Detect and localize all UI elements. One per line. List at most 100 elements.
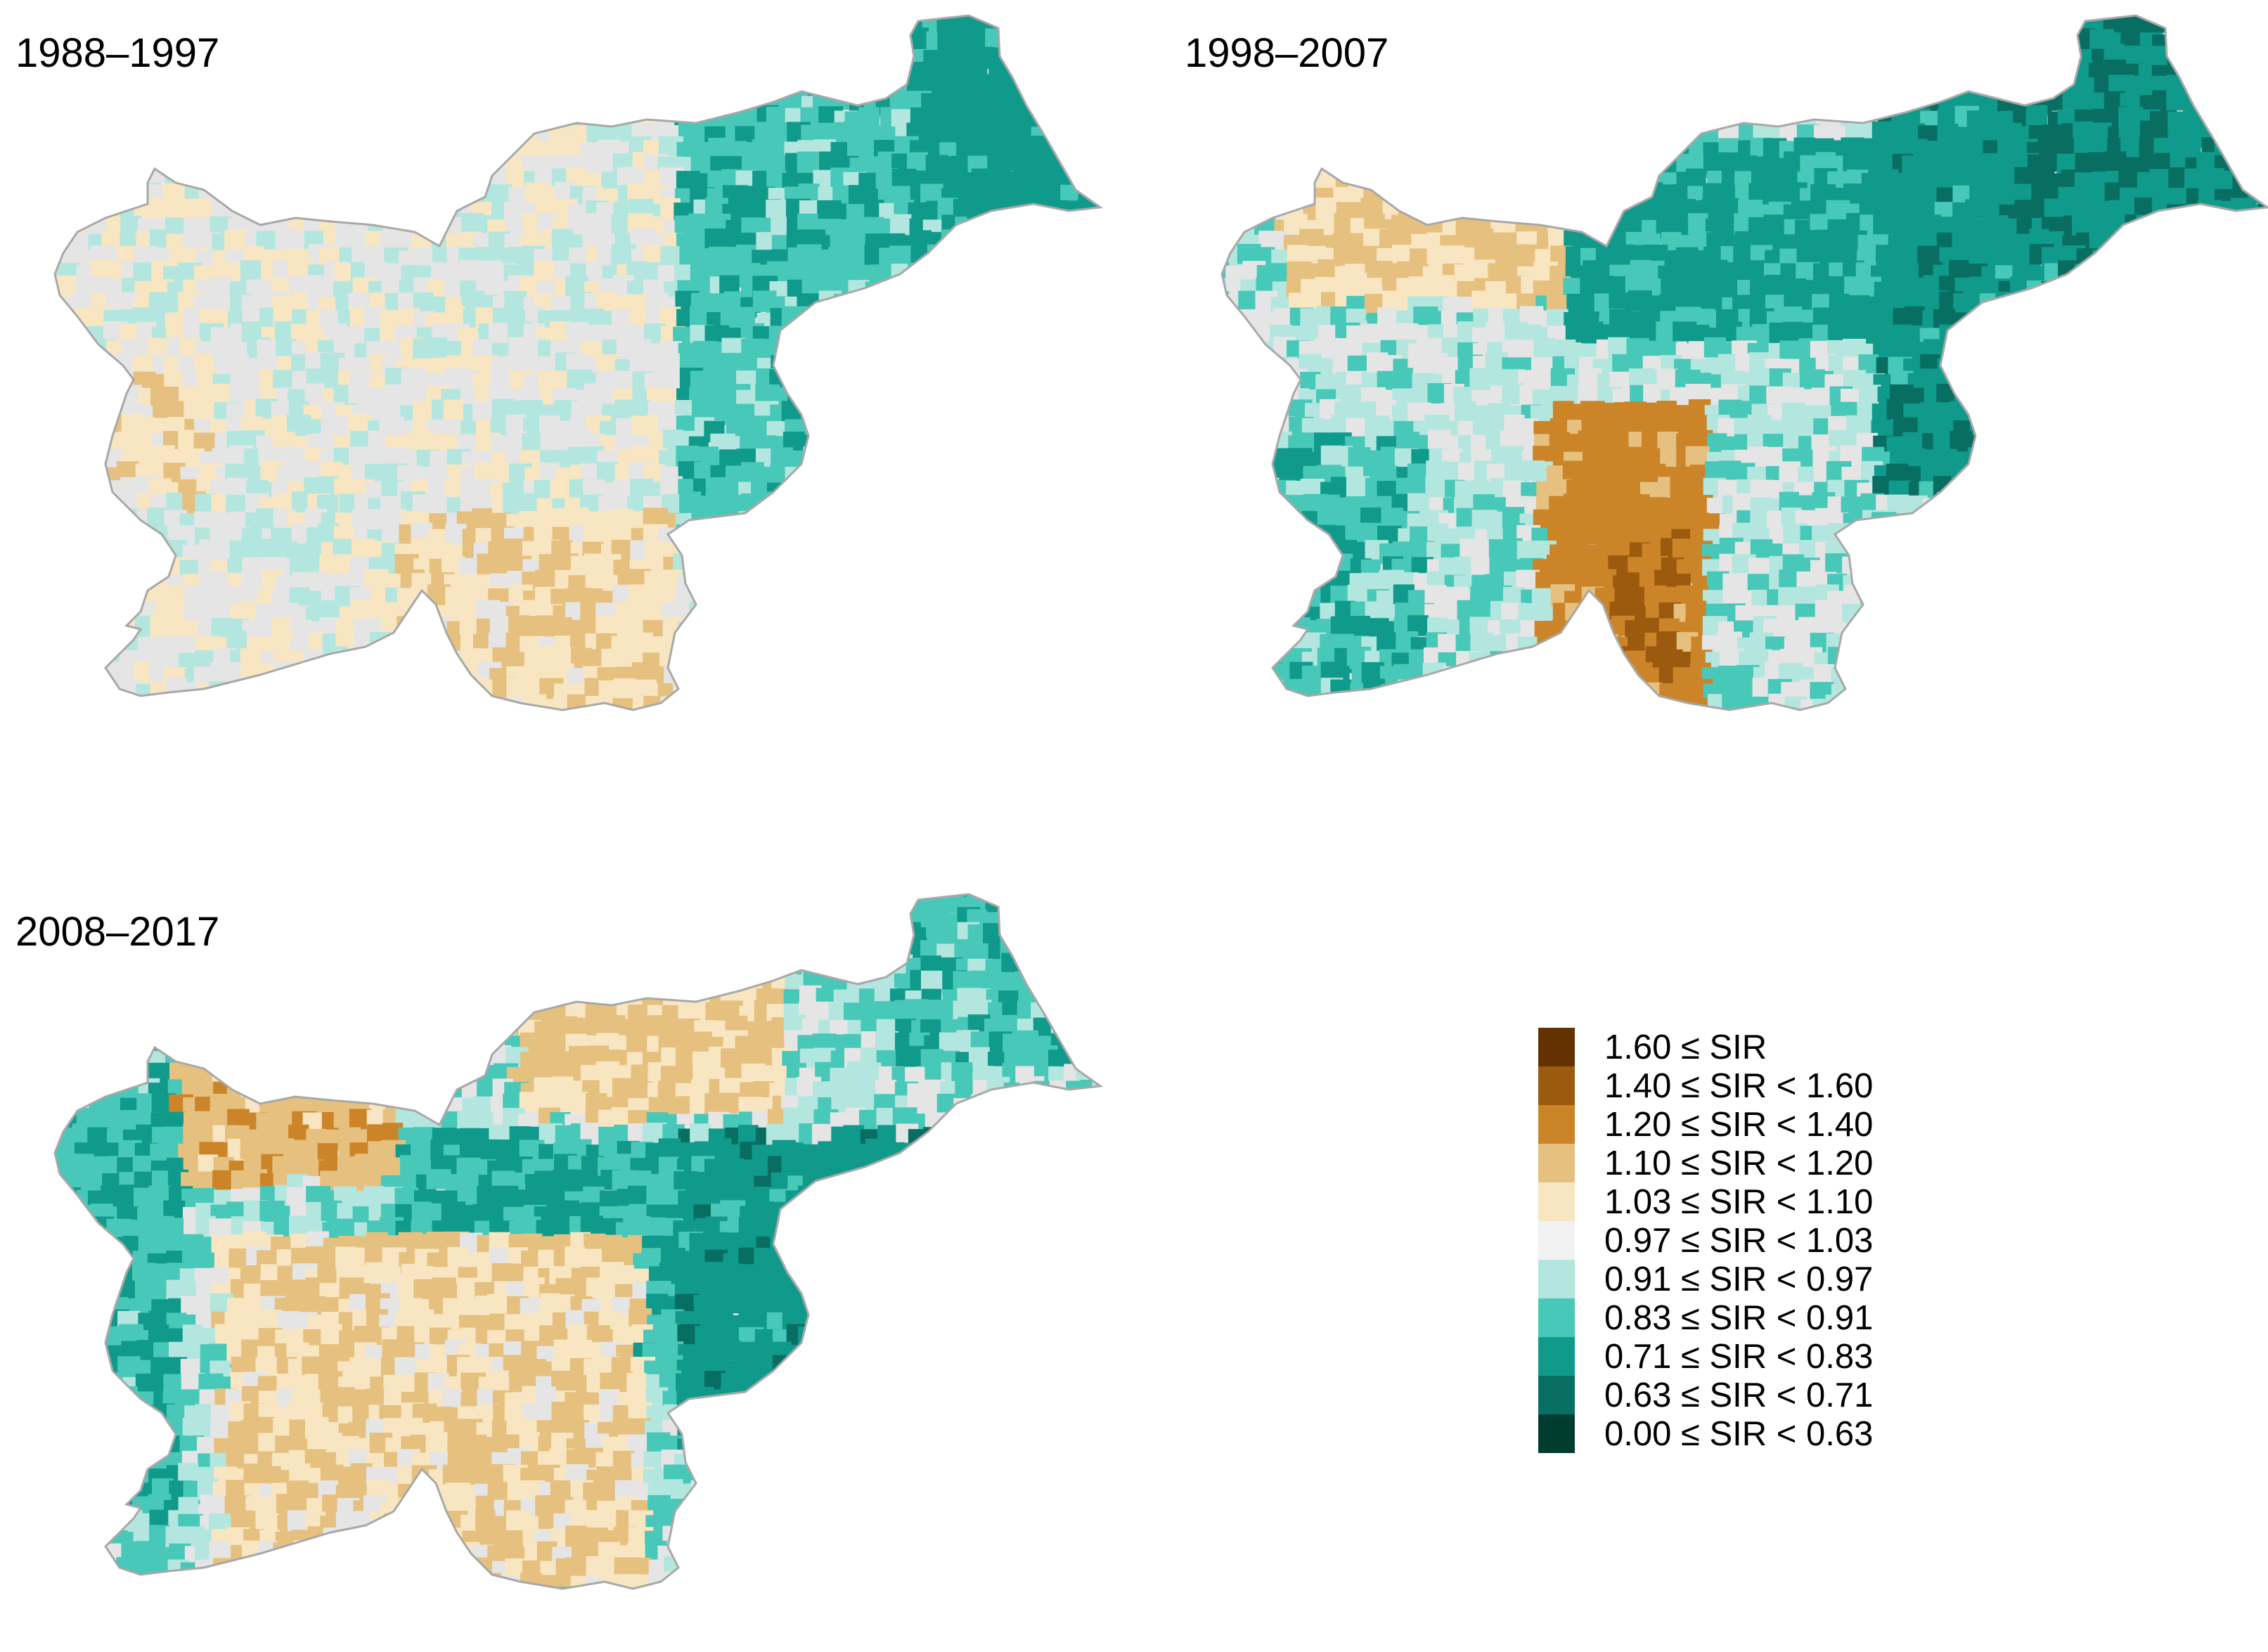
municipality-cell <box>1816 96 1838 117</box>
municipality-cell <box>1661 63 1682 87</box>
municipality-cell <box>1013 496 1038 517</box>
municipality-cell <box>678 93 700 114</box>
municipality-cell <box>818 664 839 688</box>
municipality-cell <box>225 122 250 147</box>
municipality-cell <box>801 574 825 597</box>
municipality-cell <box>863 679 883 704</box>
municipality-cell <box>2202 92 2223 117</box>
municipality-cell <box>368 61 389 82</box>
municipality-cell <box>1080 680 1101 702</box>
municipality-cell <box>952 338 977 363</box>
municipality-cell <box>2058 295 2080 320</box>
municipality-cell <box>2243 263 2267 288</box>
municipality-cell <box>2150 308 2170 330</box>
municipality-cell <box>861 635 881 658</box>
municipality-cell <box>1933 18 1957 39</box>
municipality-cell <box>1302 122 1325 143</box>
municipality-cell <box>2109 277 2131 298</box>
municipality-cell <box>56 0 77 20</box>
municipality-cell <box>1982 61 2006 86</box>
municipality-cell <box>721 617 743 641</box>
municipality-cell <box>875 353 900 375</box>
municipality-cell <box>1675 93 1698 116</box>
municipality-cell <box>1781 3 1803 27</box>
municipality-cell <box>615 60 640 80</box>
municipality-cell <box>427 96 448 117</box>
municipality-cell <box>739 538 764 559</box>
municipality-cell <box>426 153 449 174</box>
municipality-cell <box>1532 93 1555 115</box>
municipality-cell <box>1047 677 1070 702</box>
municipality-cell <box>1763 33 1783 57</box>
municipality-cell <box>1455 34 1477 56</box>
municipality-cell <box>2088 263 2113 284</box>
municipality-cell <box>878 553 899 575</box>
municipality-cell <box>785 32 808 56</box>
municipality-cell <box>816 15 836 38</box>
municipality-cell <box>1064 325 1088 351</box>
municipality-cell <box>319 63 344 84</box>
municipality-cell <box>875 309 898 331</box>
municipality-cell <box>938 662 960 683</box>
municipality-cell <box>44 558 66 583</box>
municipality-cell <box>922 728 943 751</box>
municipality-cell <box>768 693 790 714</box>
municipality-cell <box>1034 437 1057 460</box>
municipality-cell <box>555 3 580 28</box>
municipality-cell <box>1066 699 1090 720</box>
municipality-cell <box>1064 637 1088 659</box>
municipality-cell <box>2017 19 2042 41</box>
municipality-cell <box>877 446 898 467</box>
municipality-cell <box>1625 95 1647 116</box>
municipality-cell <box>989 524 1013 544</box>
municipality-cell <box>1506 95 1528 116</box>
municipality-cell <box>368 730 392 754</box>
municipality-cell <box>2247 106 2268 131</box>
municipality-cell <box>385 108 407 131</box>
municipality-cell <box>972 554 994 576</box>
municipality-cell <box>629 48 652 72</box>
municipality-cell <box>1675 110 1699 133</box>
municipality-cell <box>163 729 187 751</box>
municipality-cell <box>432 695 453 717</box>
municipality-cell <box>1049 417 1073 440</box>
municipality-cell <box>1062 451 1087 474</box>
municipality-cell <box>983 260 1004 280</box>
municipality-cell <box>198 94 217 115</box>
municipality-cell <box>55 155 79 176</box>
municipality-cell <box>941 635 965 658</box>
municipality-cell <box>1075 264 1100 286</box>
municipality-cell <box>844 325 864 350</box>
municipality-cell <box>1078 638 1103 662</box>
municipality-cell <box>492 49 512 70</box>
municipality-cell <box>427 200 448 222</box>
municipality-cell <box>2168 0 2191 23</box>
municipality-cell <box>2026 342 2051 365</box>
municipality-cell <box>45 417 66 441</box>
municipality-cell <box>2215 291 2239 315</box>
municipality-cell <box>228 137 249 158</box>
municipality-cell <box>704 3 725 24</box>
municipality-cell <box>1301 93 1326 117</box>
municipality-cell <box>921 572 945 593</box>
municipality-cell <box>1547 90 1567 112</box>
municipality-cell <box>1610 76 1630 99</box>
municipality-cell <box>1398 186 1419 207</box>
municipality-cell <box>1703 31 1724 51</box>
municipality-cell <box>2059 325 2079 350</box>
municipality-cell <box>921 601 946 625</box>
municipality-cell <box>865 544 889 564</box>
municipality-cell <box>1969 13 1995 35</box>
municipality-cell <box>954 697 979 722</box>
municipality-cell <box>339 63 363 85</box>
municipality-cell <box>91 638 115 662</box>
municipality-cell <box>859 525 883 549</box>
municipality-cell <box>1227 182 1251 202</box>
municipality-cell <box>757 34 780 54</box>
municipality-cell <box>2244 16 2268 41</box>
municipality-cell <box>827 508 851 529</box>
municipality-cell <box>938 390 960 411</box>
municipality-cell <box>1347 95 1371 115</box>
municipality-cell <box>1905 79 1929 101</box>
municipality-cell <box>1001 311 1022 332</box>
